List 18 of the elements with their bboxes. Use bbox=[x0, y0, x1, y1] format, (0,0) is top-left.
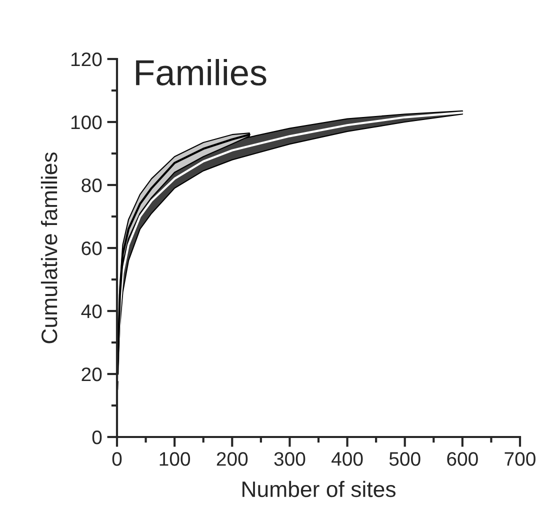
y-tick-label: 60 bbox=[82, 241, 102, 256]
x-tick-label: 700 bbox=[504, 452, 536, 466]
x-tick-label: 0 bbox=[112, 452, 122, 466]
x-tick-label: 400 bbox=[332, 452, 363, 466]
x-tick-label: 100 bbox=[160, 452, 190, 466]
y-tick-label: 120 bbox=[71, 52, 102, 66]
x-tick-label: 200 bbox=[216, 452, 248, 466]
x-tick-label: 600 bbox=[447, 452, 478, 466]
y-tick-label: 20 bbox=[82, 367, 102, 382]
y-tick-label: 100 bbox=[71, 115, 102, 130]
x-axis-title: Number of sites bbox=[242, 480, 396, 498]
y-tick-label: 80 bbox=[82, 178, 102, 192]
x-tick-label: 300 bbox=[274, 452, 306, 466]
chart-title: Families bbox=[136, 59, 266, 86]
y-tick-label: 0 bbox=[92, 430, 102, 444]
x-tick-label: 500 bbox=[389, 452, 420, 466]
y-axis-title: Cumulative families bbox=[40, 152, 58, 344]
y-tick-label: 40 bbox=[81, 304, 102, 318]
